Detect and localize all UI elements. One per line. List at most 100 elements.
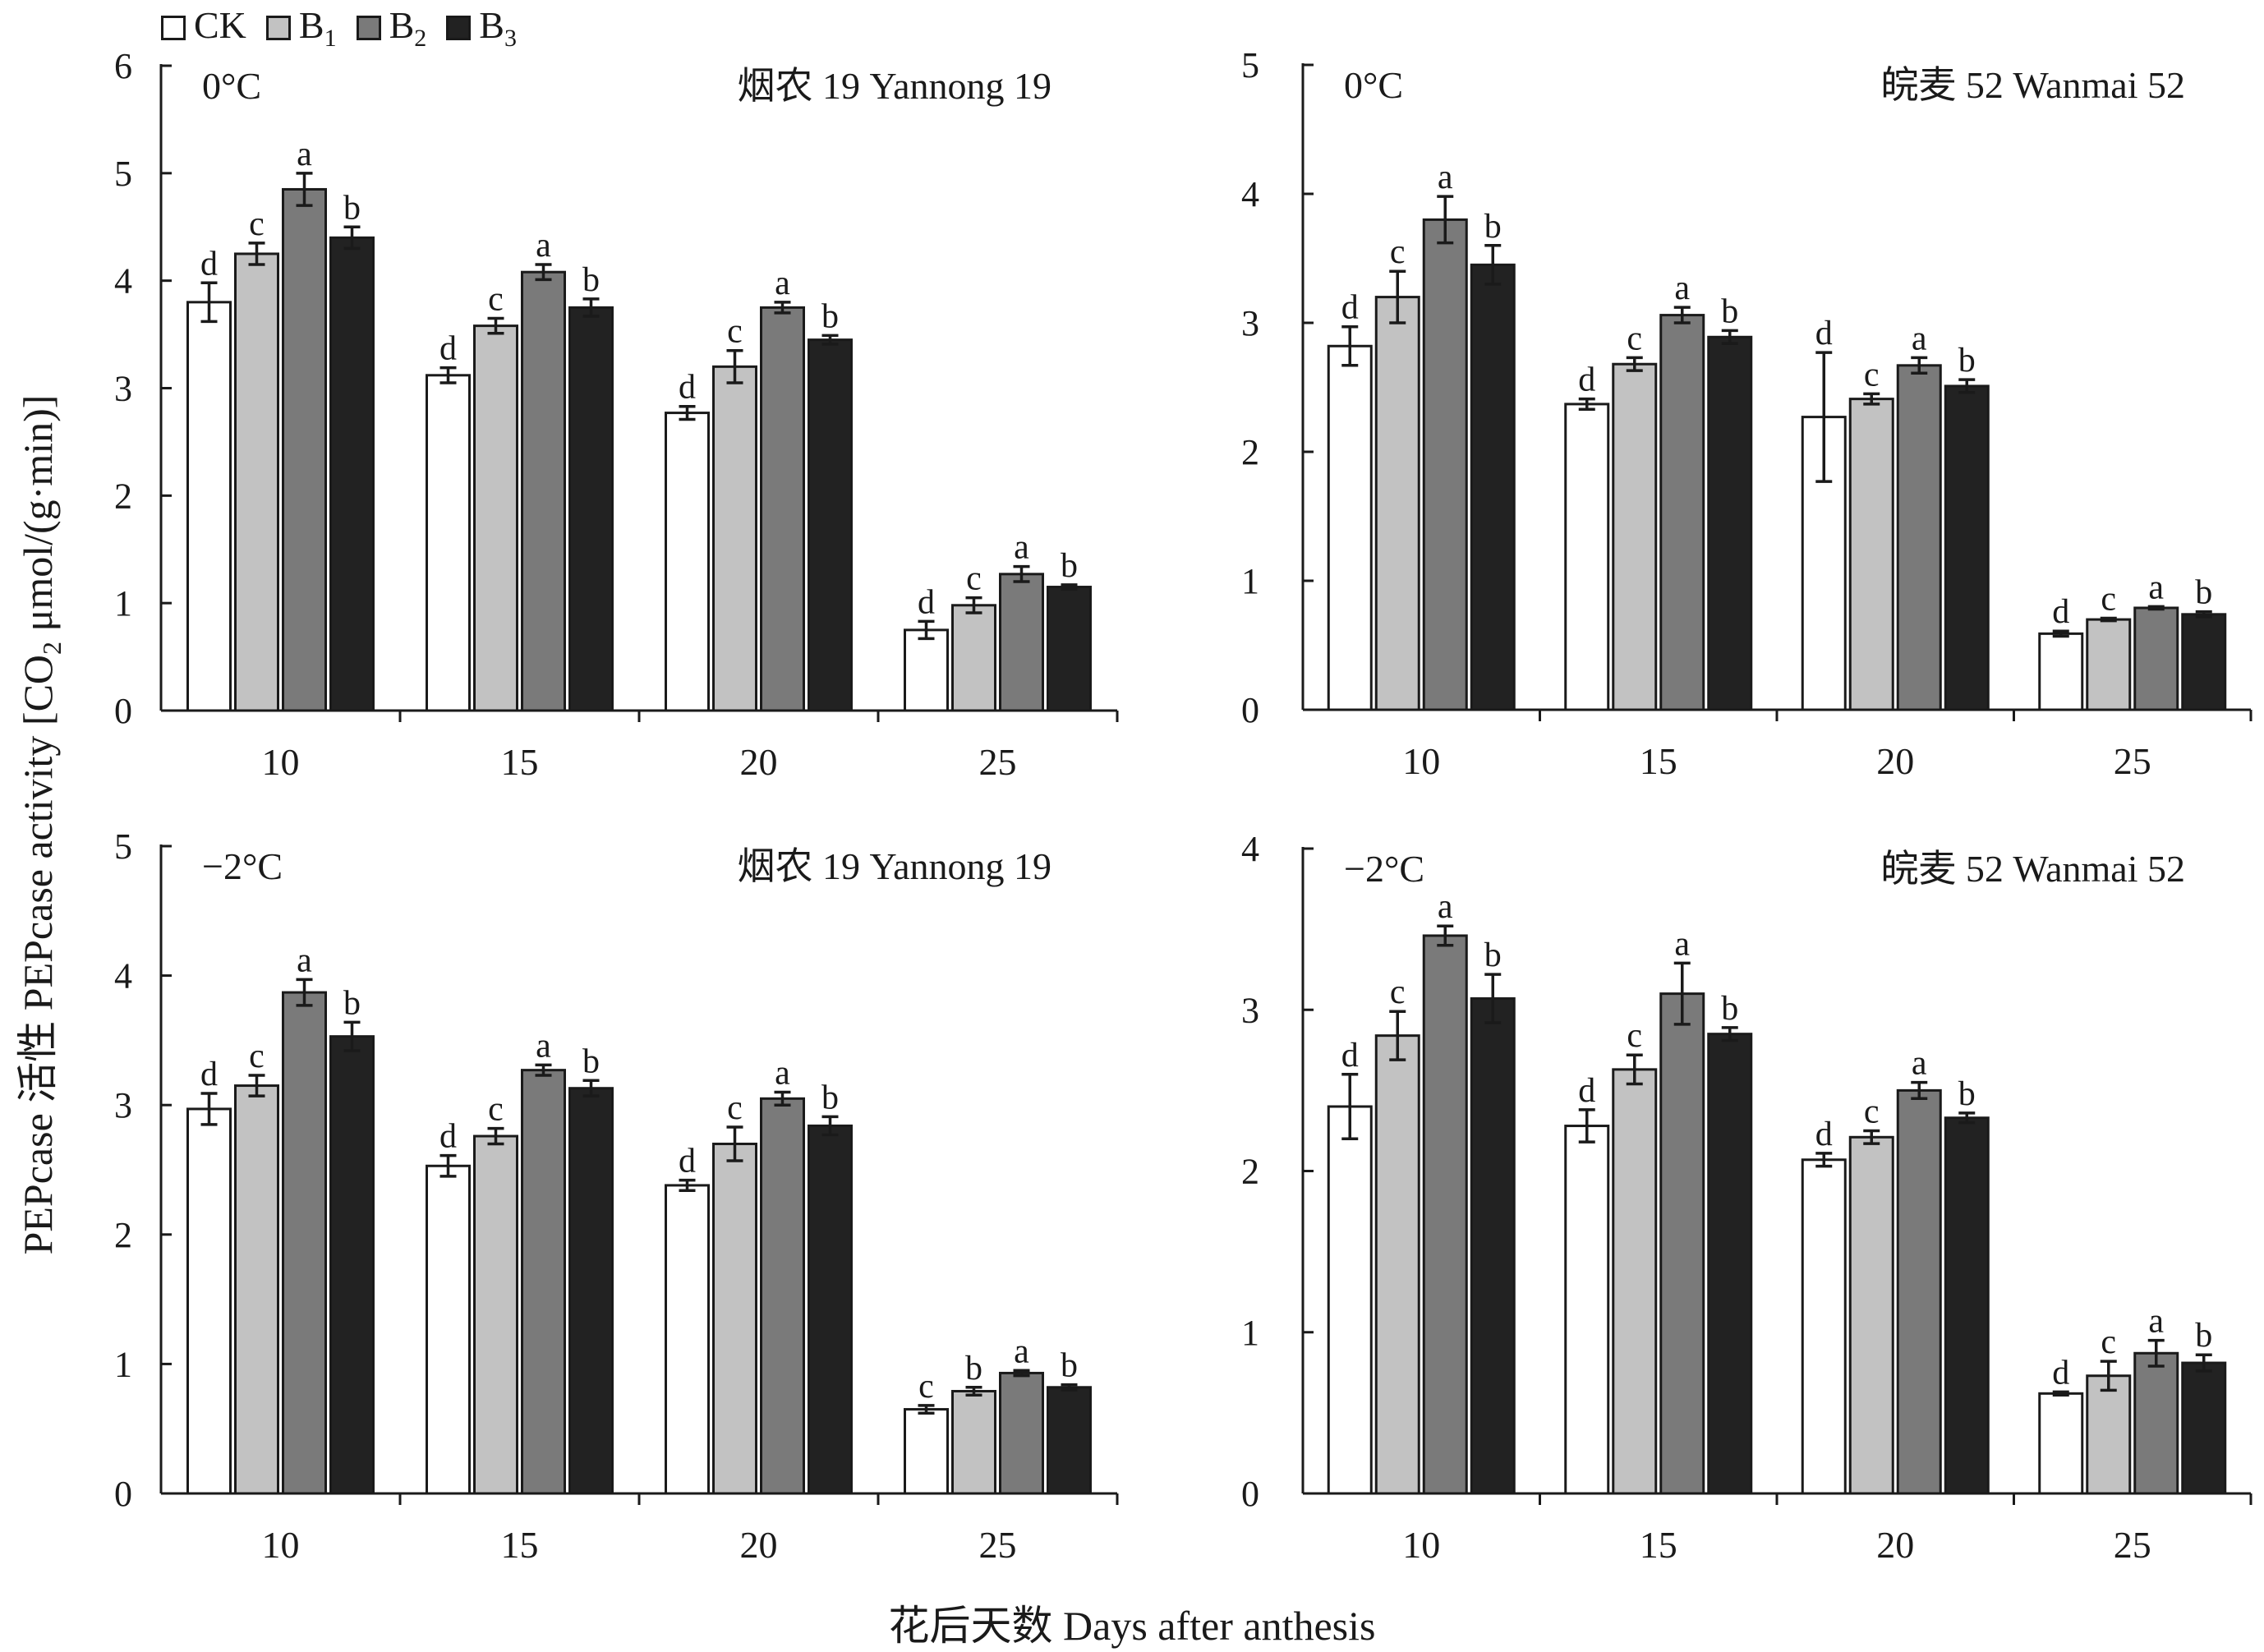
x-tick-label: 20 bbox=[1876, 1524, 1914, 1566]
bar bbox=[2038, 632, 2084, 711]
significance-letter: b bbox=[1484, 936, 1502, 974]
significance-letter: d bbox=[1341, 1037, 1359, 1074]
x-tick-label: 20 bbox=[740, 1524, 778, 1566]
significance-letter: a bbox=[536, 1027, 551, 1065]
bar bbox=[665, 412, 710, 712]
bar bbox=[1848, 1135, 1894, 1495]
significance-letter: c bbox=[1390, 233, 1406, 271]
significance-letter: c bbox=[1864, 356, 1880, 393]
bar bbox=[1327, 1105, 1373, 1495]
significance-letter: d bbox=[1578, 361, 1595, 399]
bar bbox=[1659, 314, 1705, 711]
bar bbox=[282, 187, 327, 712]
significance-letter: d bbox=[1815, 1116, 1833, 1153]
significance-letter: a bbox=[1438, 888, 1453, 926]
x-tick-label: 25 bbox=[979, 1524, 1017, 1566]
cultivar-label: 烟农 19 Yannong 19 bbox=[737, 65, 1051, 107]
x-tick-label: 10 bbox=[262, 1524, 300, 1566]
significance-letter: b bbox=[1061, 1347, 1078, 1385]
y-tick-label: 3 bbox=[1241, 303, 1259, 343]
significance-letter: d bbox=[439, 330, 457, 368]
significance-letter: c bbox=[918, 1368, 934, 1406]
y-tick-label: 3 bbox=[114, 369, 132, 409]
significance-letter: a bbox=[1674, 925, 1690, 963]
x-tick-label: 15 bbox=[501, 741, 539, 783]
significance-letter: c bbox=[488, 280, 504, 318]
bar bbox=[473, 1134, 518, 1495]
bar bbox=[473, 324, 518, 712]
bar bbox=[1848, 398, 1894, 711]
bar bbox=[2086, 618, 2132, 711]
bar bbox=[712, 365, 757, 712]
significance-letter: a bbox=[536, 227, 551, 265]
significance-letter: b bbox=[1958, 1075, 1976, 1113]
legend-label-b1: B1 bbox=[298, 3, 337, 53]
bar bbox=[904, 1408, 949, 1495]
bar bbox=[1422, 934, 1468, 1495]
significance-letter: c bbox=[1627, 1017, 1642, 1055]
significance-letter: b bbox=[582, 261, 600, 299]
significance-letter: c bbox=[249, 1038, 265, 1075]
significance-letter: b bbox=[1061, 547, 1078, 585]
bar bbox=[2086, 1374, 2132, 1495]
significance-letter: b bbox=[821, 1079, 839, 1116]
x-tick-label: 15 bbox=[1640, 740, 1677, 782]
y-tick-label: 3 bbox=[1241, 990, 1259, 1030]
x-tick-label: 20 bbox=[740, 741, 778, 783]
bar bbox=[521, 1069, 566, 1495]
significance-letter: a bbox=[1014, 529, 1029, 567]
bar bbox=[2038, 1392, 2084, 1495]
bar bbox=[1470, 997, 1516, 1495]
y-tick-label: 1 bbox=[1241, 561, 1259, 601]
bar bbox=[999, 573, 1044, 712]
significance-letter: d bbox=[1815, 315, 1833, 352]
significance-letter: b bbox=[965, 1350, 982, 1387]
legend-swatch-b1 bbox=[265, 16, 291, 40]
legend-label-b2: B2 bbox=[389, 3, 427, 53]
y-tick-label: 5 bbox=[1241, 45, 1259, 85]
y-tick-label: 2 bbox=[114, 476, 132, 516]
bar bbox=[1047, 586, 1092, 712]
temperature-label: 0°C bbox=[202, 65, 261, 107]
bar bbox=[1801, 1158, 1847, 1495]
x-tick-label: 25 bbox=[979, 741, 1017, 783]
bar bbox=[951, 604, 996, 712]
y-tick-label: 2 bbox=[1241, 1152, 1259, 1192]
significance-letter: d bbox=[2052, 1354, 2069, 1392]
bar bbox=[2181, 1361, 2227, 1495]
bar bbox=[1422, 218, 1468, 711]
bar bbox=[1327, 344, 1373, 711]
bar bbox=[1047, 1386, 1092, 1495]
significance-letter: a bbox=[1014, 1332, 1029, 1370]
significance-letter: a bbox=[1438, 159, 1453, 196]
y-tick-label: 1 bbox=[114, 1344, 132, 1384]
y-tick-label: 5 bbox=[114, 154, 132, 194]
bar bbox=[1470, 263, 1516, 711]
legend-item-b1: B1 bbox=[265, 3, 337, 53]
significance-letter: d bbox=[200, 245, 218, 283]
y-tick-label: 1 bbox=[1241, 1313, 1259, 1353]
legend-label-b3: B3 bbox=[479, 3, 517, 53]
significance-letter: c bbox=[727, 1089, 743, 1127]
x-tick-label: 25 bbox=[2114, 1524, 2151, 1566]
x-tick-label: 10 bbox=[262, 741, 300, 783]
bar bbox=[568, 1087, 614, 1495]
legend: CK B1 B2 B3 bbox=[161, 3, 536, 53]
bar bbox=[1612, 1068, 1658, 1495]
significance-letter: c bbox=[249, 205, 265, 243]
bar bbox=[1896, 1088, 1942, 1495]
bar bbox=[999, 1371, 1044, 1495]
legend-item-b2: B2 bbox=[356, 3, 427, 53]
bar bbox=[1374, 296, 1420, 711]
y-tick-label: 4 bbox=[114, 956, 132, 996]
bar bbox=[426, 374, 471, 712]
significance-letter: a bbox=[775, 265, 790, 302]
y-tick-label: 6 bbox=[114, 46, 132, 86]
significance-letter: b bbox=[582, 1042, 600, 1080]
y-tick-label: 5 bbox=[114, 826, 132, 867]
temperature-label: −2°C bbox=[1344, 848, 1424, 890]
